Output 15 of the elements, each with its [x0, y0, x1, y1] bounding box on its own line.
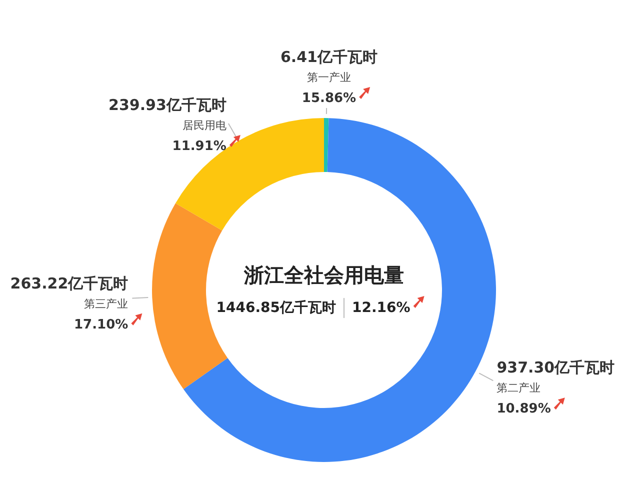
- text: 1446.85亿千瓦时: [216, 299, 336, 316]
- text: 浙江全社会用电量: [243, 263, 404, 287]
- slice-label: 第一产业: [307, 71, 351, 84]
- data-label: 937.30亿千瓦时: [496, 358, 615, 377]
- text: 12.16%: [352, 300, 410, 316]
- data-label: 263.22亿千瓦时: [10, 274, 128, 292]
- data-label: 239.93亿千瓦时: [108, 96, 226, 114]
- text: 17.10%: [74, 317, 128, 332]
- text: 15.86%: [302, 91, 356, 106]
- slice-label: 第三产业: [84, 297, 128, 310]
- text: 11.91%: [172, 139, 226, 154]
- data-label: 6.41亿千瓦时: [280, 48, 378, 66]
- text: 10.89%: [496, 402, 551, 417]
- slice-label: 第二产业: [496, 382, 541, 395]
- slice-label: 居民用电: [182, 119, 226, 132]
